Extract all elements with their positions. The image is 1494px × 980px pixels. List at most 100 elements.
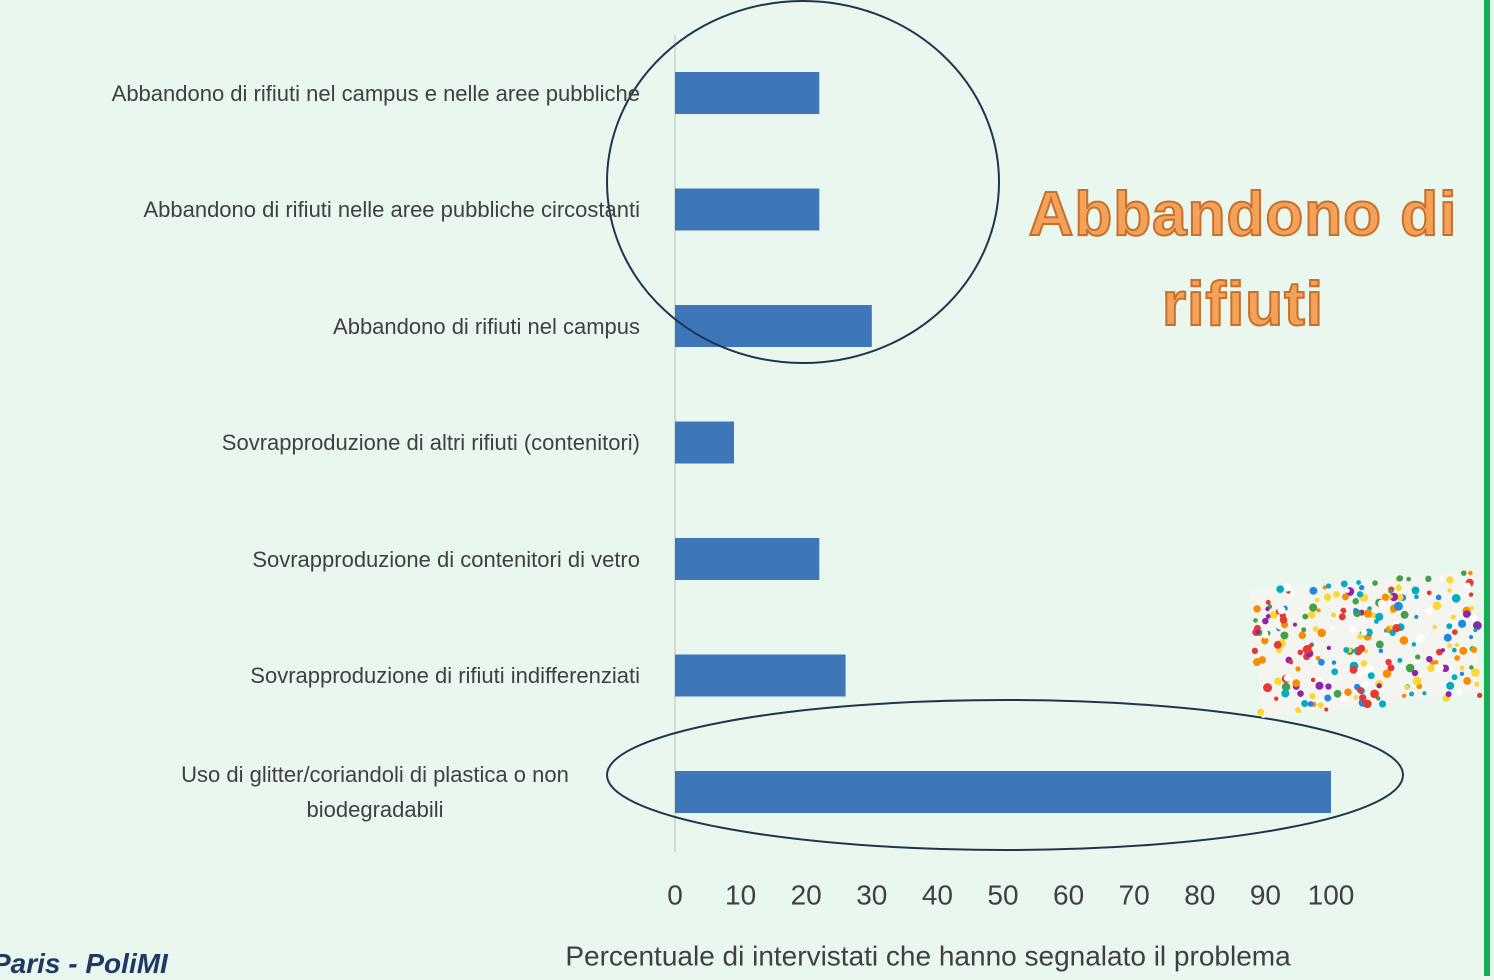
confetti-dot [1388,624,1394,630]
confetti-dot [1414,594,1419,600]
confetti-dot [1378,700,1387,708]
confetti-dot [1451,629,1458,636]
confetti-dot [1295,707,1302,714]
x-tick-label: 90 [1250,879,1281,910]
confetti-image [1250,570,1483,718]
confetti-dot [1302,645,1312,654]
confetti-dot [1344,688,1352,696]
confetti-dot [1330,625,1335,630]
confetti-dot [1340,694,1349,703]
confetti-dot [1392,624,1401,633]
confetti-dot [1316,608,1321,613]
confetti-dot [1360,660,1368,667]
confetti-dot [1477,692,1483,699]
confetti-dot [1406,576,1411,582]
confetti-dot [1422,691,1427,696]
confetti-dot [1405,663,1415,673]
confetti-dot [1257,708,1265,716]
confetti-dot [1394,601,1403,611]
confetti-dot [1251,647,1259,655]
confetti-dot [1288,659,1294,665]
confetti-dot [1464,582,1471,589]
confetti-dot [1441,664,1450,673]
confetti-dot [1274,677,1282,686]
category-text: Abbandono di rifiuti nelle aree pubblich… [143,197,640,222]
confetti-dot [1382,669,1392,678]
confetti-dot [1262,630,1268,636]
confetti-dot [1283,583,1292,592]
confetti-dot [1459,646,1468,655]
confetti-dot [1338,613,1346,621]
confetti-dot [1375,640,1384,649]
confetti-dot [1292,622,1298,627]
confetti-dot [1331,660,1337,665]
confetti-dot [1472,621,1482,630]
highlight-ellipse [606,0,1000,364]
confetti-dot [1396,593,1404,602]
confetti-dot [1446,681,1455,690]
confetti-dot [1323,593,1332,601]
confetti-dot [1359,694,1367,702]
confetti-dot [1412,676,1422,686]
confetti-dot [1265,606,1270,612]
confetti-dot [1396,575,1403,582]
confetti-dot [1309,586,1318,595]
confetti-dot [1416,633,1425,643]
confetti-dot [1389,592,1399,602]
confetti-dot [1341,593,1349,601]
confetti-dot [1277,606,1286,615]
confetti-dot [1451,593,1461,603]
confetti-dot [1425,607,1434,615]
highlight-ellipse [606,699,1404,851]
confetti-dot [1255,629,1261,635]
confetti-dot [1356,686,1363,693]
x-tick-label: 0 [667,879,683,910]
annotation: Abbandono di rifiuti [1028,179,1458,340]
category-label: Abbandono di rifiuti nel campus e nelle … [0,76,640,111]
confetti-dot [1370,689,1379,699]
bars [675,72,1331,813]
confetti-dot [1276,585,1285,594]
confetti-dot [1265,599,1271,605]
confetti-dot [1367,672,1375,680]
x-ticks: 0 10 20 30 40 50 60 70 80 90 100 [667,879,1354,910]
confetti-dot [1324,694,1332,702]
confetti-dot [1301,627,1307,633]
confetti-dot [1387,664,1395,672]
confetti-dot [1324,707,1329,712]
confetti-dot [1404,684,1410,690]
confetti-dot [1414,614,1419,620]
confetti-dot [1298,631,1307,640]
confetti-dot [1364,628,1373,637]
confetti-dot [1440,648,1446,653]
confetti-dot [1385,658,1392,666]
category-label: Sovrapproduzione di altri rifiuti (conte… [0,425,640,460]
confetti-dot [1439,576,1444,581]
confetti-dot [1459,671,1465,676]
bar [675,305,872,347]
confetti-dot [1415,654,1421,660]
confetti-dot [1426,655,1433,663]
confetti-dot [1471,668,1480,677]
confetti-dot [1446,623,1453,630]
x-tick-label: 40 [922,879,953,910]
confetti-dot [1414,659,1419,664]
confetti-dot [1469,605,1474,611]
confetti-dot [1333,591,1340,598]
confetti-dot [1263,683,1273,693]
confetti-dot [1451,674,1458,681]
confetti-dot [1456,689,1462,696]
confetti-dot [1388,594,1393,599]
confetti-dot [1297,690,1304,697]
confetti-dot [1468,592,1474,597]
confetti-dot [1432,601,1442,611]
confetti-dot [1458,619,1467,628]
confetti-dot [1340,607,1347,614]
confetti-dot [1322,585,1327,590]
confetti-dot [1432,624,1437,630]
confetti-dot [1445,691,1452,698]
category-label: Sovrapproduzione di rifiuti indifferenzi… [0,658,640,693]
confetti-dot [1411,586,1420,595]
confetti-dot [1269,610,1278,619]
confetti-dot [1325,583,1332,589]
